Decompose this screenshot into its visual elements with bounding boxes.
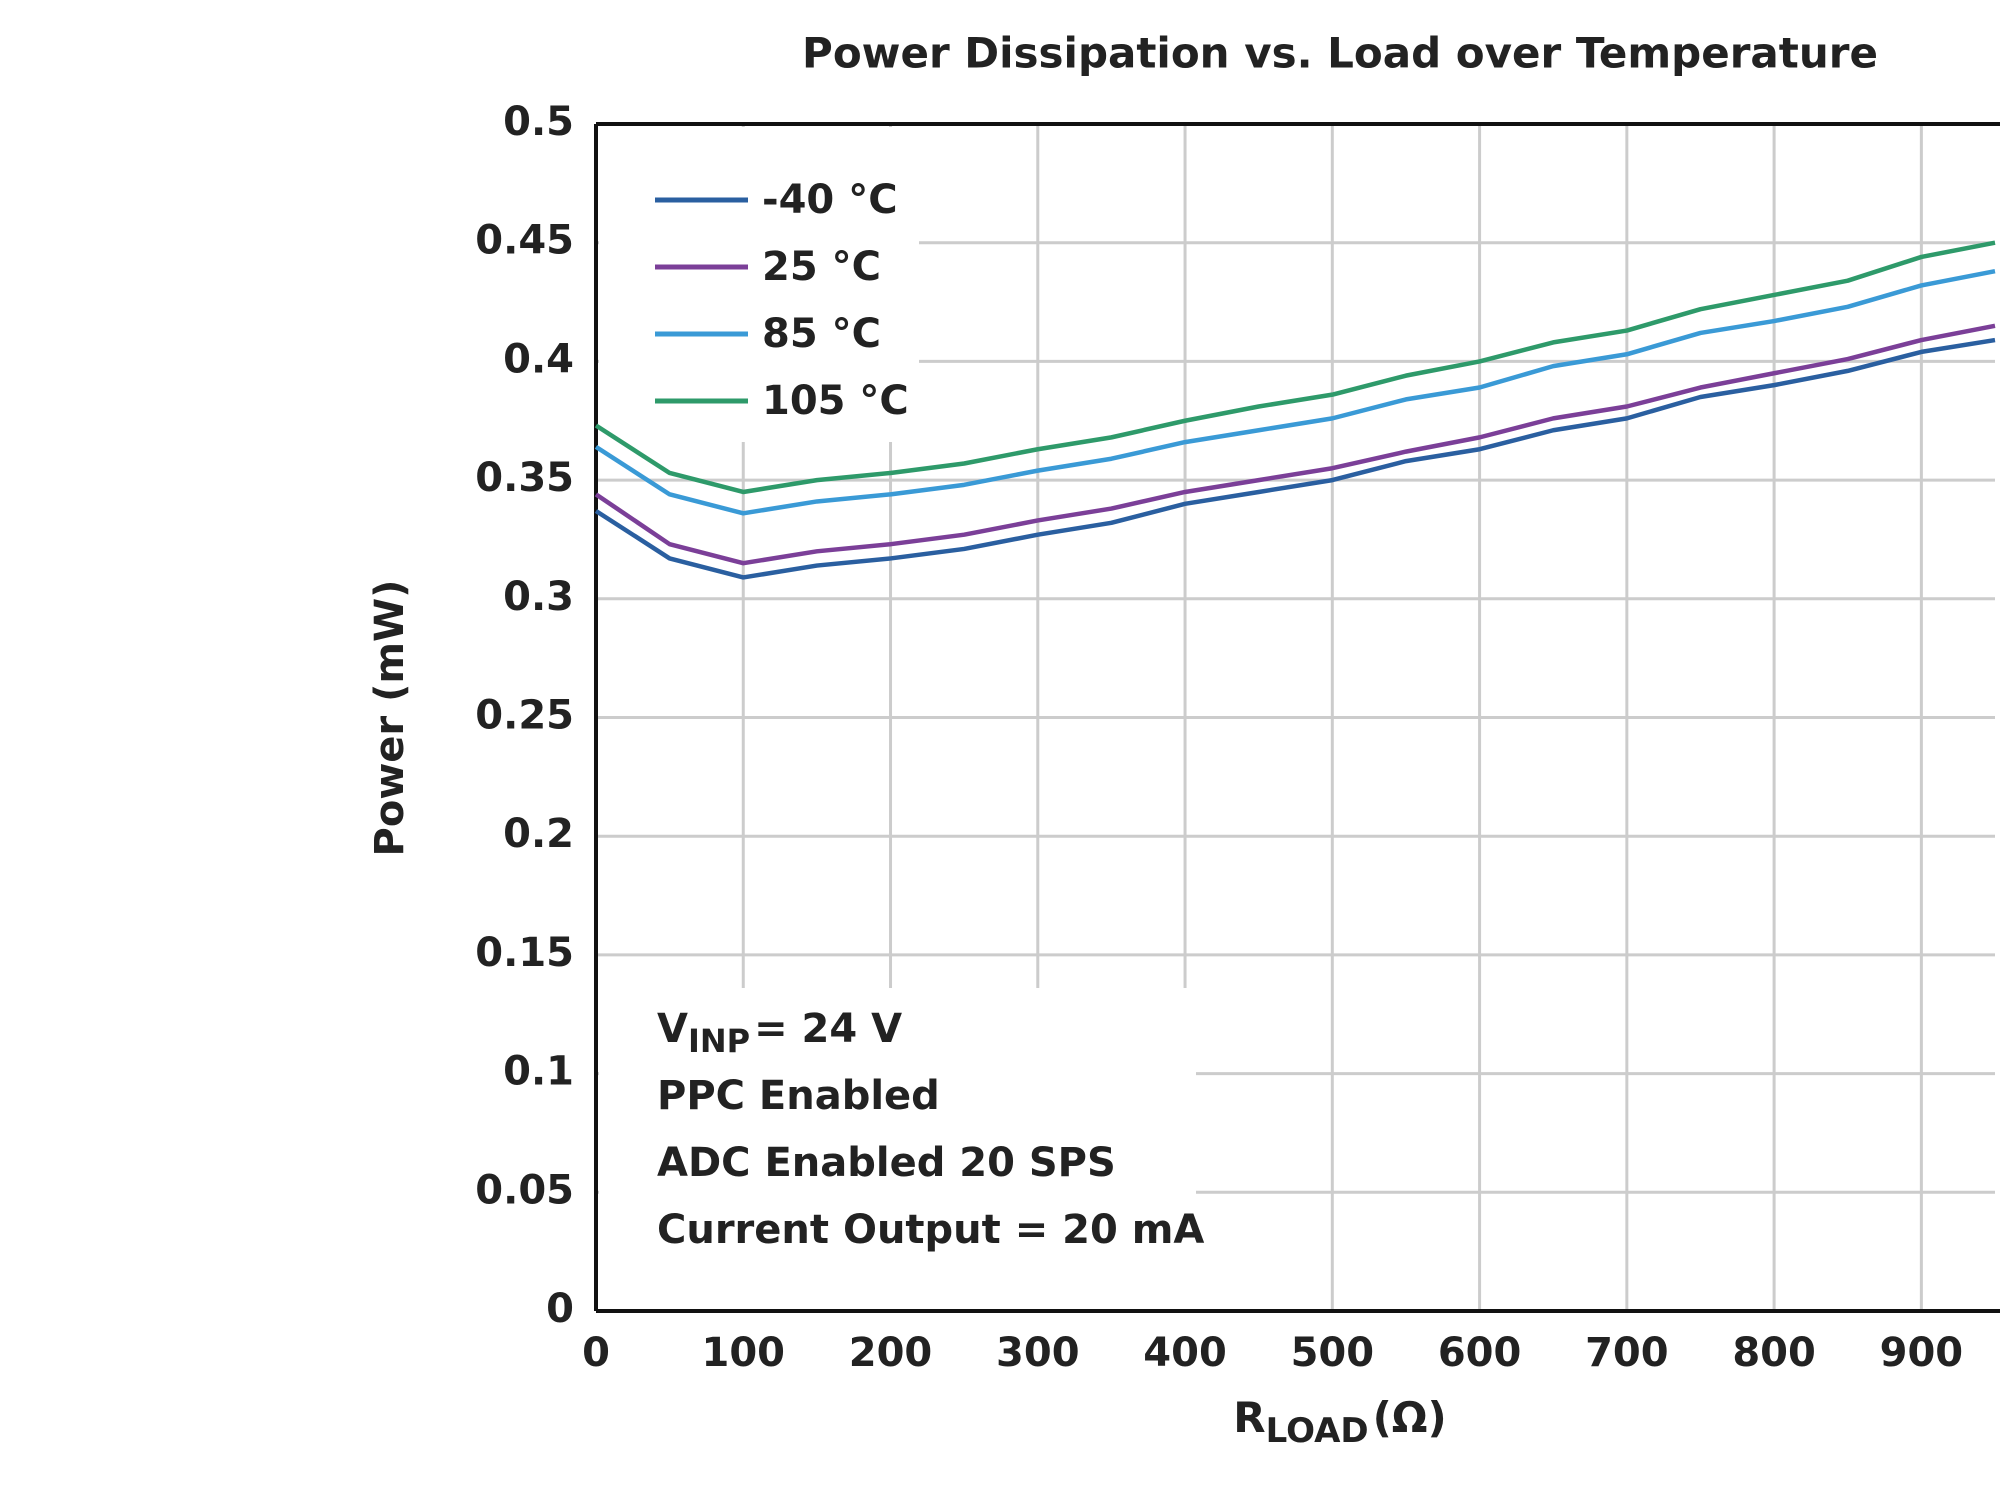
y-tick-label: 0.15: [475, 930, 574, 976]
y-tick-label: 0.1: [503, 1049, 574, 1095]
legend-box: [599, 127, 919, 442]
condition-text: PPC Enabled: [657, 1073, 940, 1119]
x-label-main: R: [1233, 1393, 1265, 1442]
series-line: [594, 337, 1996, 580]
series-line: [594, 240, 1996, 495]
legend-label: 85 °C: [762, 311, 881, 357]
x-tick-label: 900: [1880, 1330, 1964, 1376]
y-tick-label: 0.05: [475, 1167, 574, 1213]
conditions-box: [599, 988, 1196, 1309]
legend-label: 25 °C: [762, 244, 881, 290]
condition-text: ADC Enabled 20 SPS: [657, 1140, 1116, 1186]
series-line: [594, 323, 1996, 566]
y-axis-label: Power (mW): [367, 580, 413, 857]
y-tick-label: 0.35: [475, 455, 574, 501]
condition-text: VINP = 24 V: [657, 1006, 902, 1060]
x-label-sub: LOAD: [1266, 1411, 1369, 1451]
legend-label: -40 °C: [762, 177, 898, 223]
chart-title: Power Dissipation vs. Load over Temperat…: [802, 29, 1878, 78]
x-tick-label: 100: [702, 1330, 786, 1376]
x-tick-label: 200: [849, 1330, 933, 1376]
y-tick-label: 0.3: [503, 574, 574, 620]
condition-sub: INP: [688, 1022, 750, 1060]
y-tick-label: 0.25: [475, 693, 574, 739]
y-tick-label: 0.45: [475, 218, 574, 264]
y-tick-label: 0: [546, 1286, 574, 1332]
y-tick-label: 0.5: [503, 99, 574, 145]
x-axis-label: RLOAD(Ω): [1233, 1393, 1446, 1451]
y-tick-label: 0.4: [503, 336, 574, 382]
x-tick-label: 500: [1291, 1330, 1375, 1376]
x-tick-label: 800: [1732, 1330, 1816, 1376]
y-tick-label: 0.2: [503, 811, 574, 857]
series-line: [594, 268, 1996, 516]
x-tick-label: 600: [1438, 1330, 1522, 1376]
legend-label: 105 °C: [762, 378, 909, 424]
x-tick-label: 700: [1585, 1330, 1669, 1376]
condition-tail: = 24 V: [754, 1006, 902, 1052]
condition-text: Current Output = 20 mA: [657, 1207, 1204, 1253]
condition-main: V: [657, 1006, 688, 1052]
x-tick-label: 0: [582, 1330, 610, 1376]
x-tick-label: 300: [996, 1330, 1080, 1376]
x-tick-label: 400: [1143, 1330, 1227, 1376]
x-label-tail: (Ω): [1373, 1393, 1447, 1442]
